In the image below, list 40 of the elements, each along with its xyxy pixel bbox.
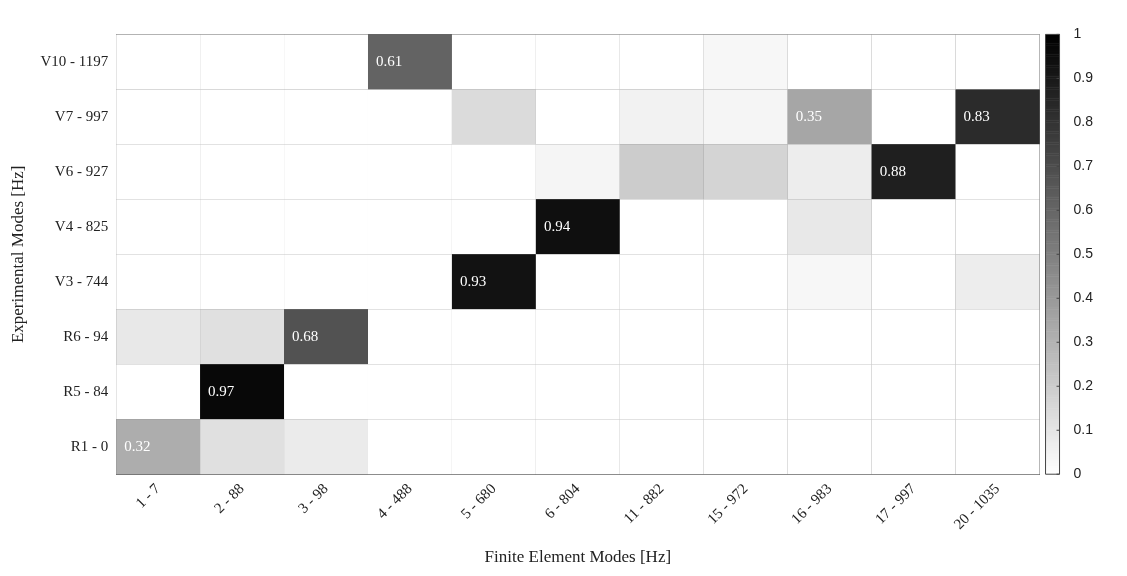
x-axis-title: Finite Element Modes [Hz] <box>484 547 672 567</box>
data-label: 0.94 <box>543 217 571 234</box>
color-bar-label: 0.4 <box>1073 289 1094 306</box>
x-tick-label: 11 - 882 <box>620 480 667 527</box>
x-tick-label: 15 - 972 <box>703 480 751 527</box>
color-bar-label: 0.5 <box>1073 245 1094 262</box>
x-tick-label: 5 - 680 <box>457 480 499 522</box>
data-label: 0.61 <box>376 52 403 69</box>
color-bar-label: 0.3 <box>1073 333 1094 350</box>
y-tick-label: V6 - 927 <box>54 162 109 179</box>
y-tick-label: V4 - 825 <box>54 217 109 234</box>
color-bar-label: 0.8 <box>1073 113 1094 130</box>
data-label: 0.88 <box>879 162 906 179</box>
x-tick-label: 1 - 7 <box>132 479 164 511</box>
x-tick-label: 4 - 488 <box>373 480 415 522</box>
data-label: 0.83 <box>963 107 990 124</box>
x-tick-label: 2 - 88 <box>210 480 247 517</box>
color-bar-label: 0.1 <box>1073 421 1094 438</box>
x-tick-label: 16 - 983 <box>787 480 835 527</box>
y-axis-title: Experimental Modes [Hz] <box>7 165 27 344</box>
data-label: 0.32 <box>124 437 151 454</box>
color-bar-label: 0.9 <box>1073 69 1094 86</box>
color-bar-label: 0 <box>1073 465 1082 482</box>
y-tick-label: R6 - 94 <box>63 327 109 344</box>
y-tick-label: V10 - 1197 <box>40 52 109 69</box>
x-tick-label: 17 - 997 <box>871 479 919 527</box>
data-label: 0.35 <box>795 107 822 124</box>
y-tick-label: R5 - 84 <box>63 382 109 399</box>
y-tick-label: V7 - 997 <box>54 107 109 124</box>
x-tick-label: 6 - 804 <box>541 479 584 522</box>
data-label: 0.93 <box>459 272 487 289</box>
data-label: 0.97 <box>208 382 235 399</box>
color-bar-label: 0.2 <box>1073 377 1094 394</box>
data-label: 0.68 <box>292 327 319 344</box>
color-bar-label: 1 <box>1073 25 1082 42</box>
x-tick-label: 3 - 98 <box>294 480 331 517</box>
color-bar-label: 0.7 <box>1073 157 1094 174</box>
y-tick-label: R1 - 0 <box>70 437 109 454</box>
color-bar-label: 0.6 <box>1073 201 1094 218</box>
y-tick-label: V3 - 744 <box>54 272 109 289</box>
